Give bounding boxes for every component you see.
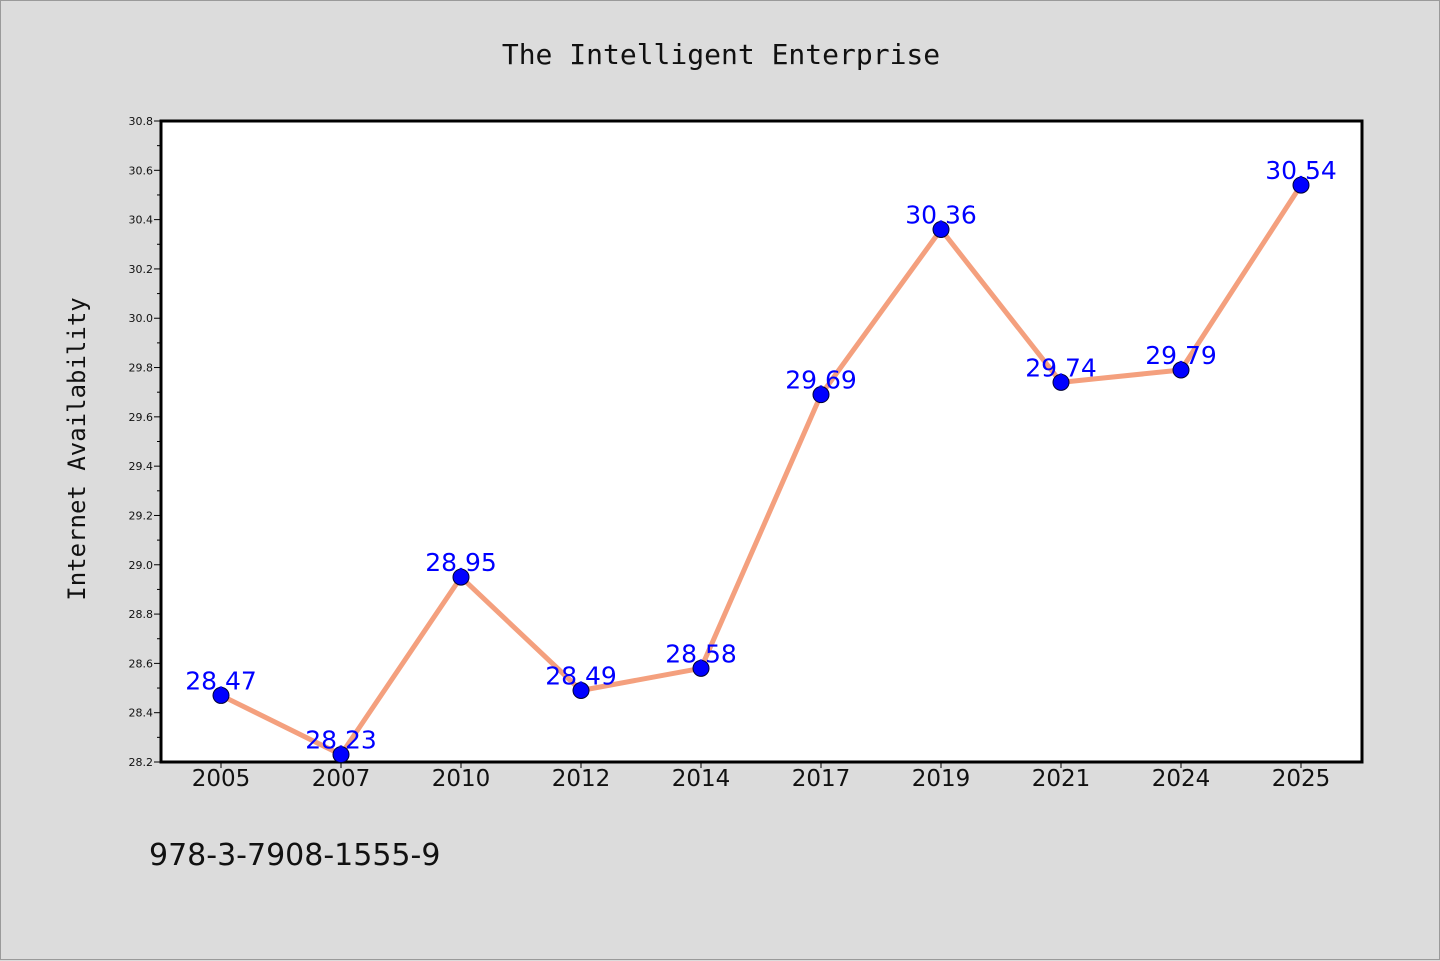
data-label: 28.47 [185,666,257,695]
data-label: 29.79 [1145,341,1217,370]
x-tick-label: 2007 [312,766,371,792]
x-tick-label: 2019 [912,766,971,792]
y-tick-label: 30.0 [129,312,154,325]
data-label: 30.36 [905,200,977,229]
x-tick-label: 2005 [192,766,251,792]
data-label: 28.95 [425,548,497,577]
data-point-marker [692,659,710,677]
y-tick-label: 28.6 [129,657,154,670]
data-point-marker [812,386,830,404]
data-label: 30.54 [1265,156,1337,185]
y-tick-label: 30.4 [129,214,154,227]
data-label: 28.49 [545,662,617,691]
data-label: 28.58 [665,639,737,668]
plot-area [159,119,1364,764]
y-tick-label: 28.2 [129,756,154,769]
y-axis: 28.2 28.4 28.6 28.8 29.0 29.2 29.4 29.6 29.8 30.0… [129,115,161,769]
data-label: 29.69 [785,366,857,395]
data-label: 28.23 [305,726,377,755]
data-point-marker [932,220,950,238]
y-tick-label: 30.6 [129,164,154,177]
y-tick-label: 29.8 [129,362,154,375]
x-tick-label: 2021 [1032,766,1091,792]
chart-title: The Intelligent Enterprise [502,38,940,71]
x-tick-label: 2012 [552,766,611,792]
series-line-group [218,182,1304,758]
x-tick-label: 2017 [792,766,851,792]
series-line [218,182,1304,758]
data-markers [212,176,1310,764]
y-tick-label: 30.2 [129,263,154,276]
x-tick-label: 2010 [432,766,491,792]
y-tick-label: 29.6 [129,411,154,424]
y-tick-label: 30.8 [129,115,154,128]
data-point-marker [1172,361,1190,379]
y-tick-label: 29.4 [129,460,154,473]
data-point-marker [1052,373,1070,391]
data-point-marker [212,686,230,704]
data-point-marker [332,746,350,764]
y-tick-label: 29.2 [129,509,154,522]
data-point-marker [572,682,590,700]
y-axis-label: Internet Availability [63,297,91,600]
footnote-isbn: 978-3-7908-1555-9 [149,838,440,873]
x-axis: 2005 2007 2010 2012 2014 2017 2019 2021 2024 2025 [192,762,1331,792]
data-label: 29.74 [1025,353,1097,382]
y-tick-label: 29.0 [129,559,154,572]
y-tick-label: 28.4 [129,707,154,720]
data-point-marker [1292,176,1310,194]
data-labels: 28.47 28.23 28.95 28.49 28.58 29.69 30.36 29.74… [185,156,1337,755]
data-point-marker [452,568,470,586]
x-tick-label: 2014 [672,766,731,792]
y-tick-label: 28.8 [129,608,154,621]
x-tick-label: 2024 [1152,766,1211,792]
x-tick-label: 2025 [1272,766,1331,792]
